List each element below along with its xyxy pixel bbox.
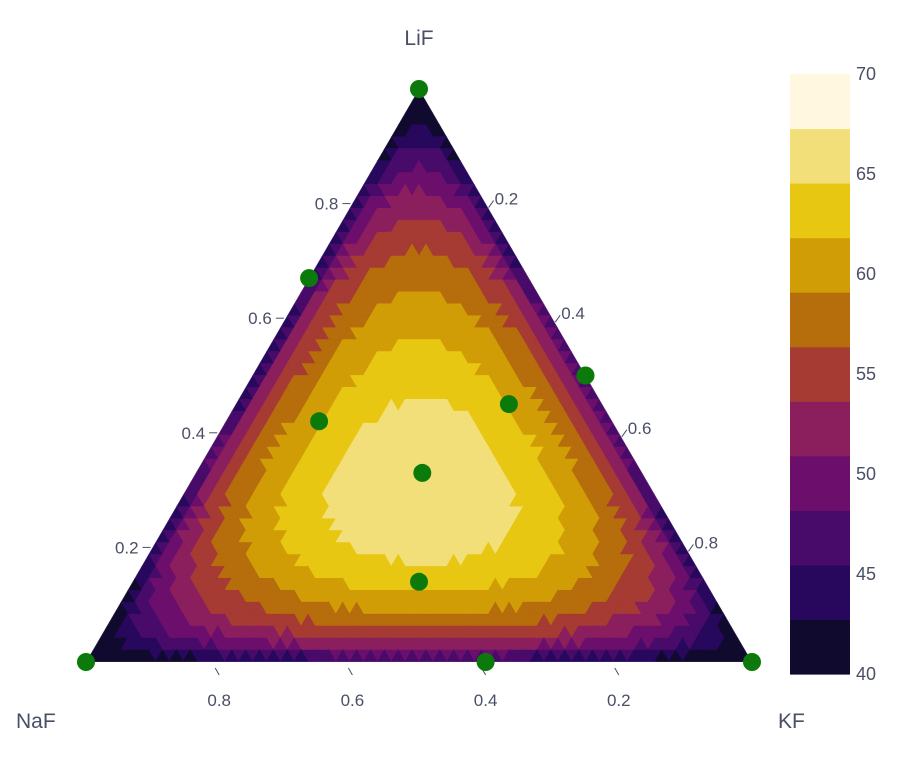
colorbar-band (790, 564, 850, 620)
contour-cell (640, 649, 656, 662)
tick-label-kf: 0.4 (561, 304, 585, 323)
contour-cell (529, 649, 545, 662)
colorbar-band (790, 619, 850, 675)
contour-cell (126, 649, 143, 662)
contour-cell (598, 649, 614, 662)
contour-cell (626, 649, 642, 662)
contour-cell (432, 649, 448, 662)
contour-cell (418, 649, 434, 662)
data-point (410, 572, 428, 591)
data-point (77, 653, 95, 671)
colorbar-tick-label: 55 (856, 364, 876, 384)
colorbar-band (790, 510, 850, 566)
contour-cell (210, 649, 226, 662)
contour-cell (348, 649, 365, 662)
data-point (413, 463, 432, 482)
contour-cell (515, 649, 531, 662)
colorbar-tick-label: 65 (856, 164, 876, 184)
tick-label-naf: 0.2 (607, 691, 631, 710)
colorbar-band (790, 455, 850, 511)
tick-mark-naf (614, 667, 620, 676)
colorbar-tick-label: 70 (856, 64, 876, 84)
contour-cell (140, 649, 157, 662)
data-point (410, 80, 428, 98)
contour-cell (404, 649, 420, 662)
contour-cell (113, 649, 129, 662)
colorbar-band (790, 292, 850, 348)
tick-label-lif: 0.4 (182, 424, 206, 443)
colorbar-band (790, 237, 850, 293)
data-point (576, 366, 595, 385)
contour-cell (668, 649, 684, 662)
colorbar-band (790, 401, 850, 457)
colorbar-tick-label: 50 (856, 464, 876, 484)
tick-label-naf: 0.6 (341, 691, 365, 710)
contour-cell (224, 649, 240, 662)
axis-title-lif: LiF (404, 27, 433, 50)
data-points (77, 80, 761, 671)
tick-mark-naf (347, 667, 353, 676)
data-point (499, 395, 518, 414)
colorbar-tick-label: 40 (856, 664, 876, 684)
data-point (476, 653, 495, 671)
contour-cell (654, 649, 670, 662)
contour-cell (681, 649, 698, 662)
axis-ticks: 0.2 0.2 0.2 0.4 0.4 0.4 0.6 0.6 0.6 0.8 0.8 0.8 (115, 190, 718, 710)
data-point (743, 653, 761, 671)
tick-label-naf: 0.8 (207, 691, 231, 710)
contour-cell (543, 649, 559, 662)
contour-fill (86, 89, 752, 662)
contour-cell (321, 649, 337, 662)
data-point (310, 412, 329, 431)
contour-cell (196, 649, 212, 662)
contour-cell (612, 649, 628, 662)
tick-mark-kf (687, 544, 694, 552)
contour-cell (390, 649, 406, 662)
tick-mark-kf (488, 200, 495, 208)
contour-cell (182, 649, 198, 662)
contour-cell (723, 649, 739, 662)
tick-mark-kf (554, 314, 561, 323)
contour-cell (265, 649, 281, 662)
contour-cell (695, 649, 712, 662)
data-point (300, 269, 319, 288)
contour-cell (459, 649, 476, 662)
contour-cell (237, 649, 254, 662)
contour-cell (279, 649, 295, 662)
contour-cell (501, 649, 517, 662)
tick-mark-kf (621, 429, 628, 438)
colorbar-tick-label: 60 (856, 264, 876, 284)
tick-label-lif: 0.8 (315, 195, 339, 214)
tick-label-naf: 0.4 (474, 691, 498, 710)
tick-label-lif: 0.2 (115, 538, 139, 557)
contour-cell (307, 649, 323, 662)
axis-title-kf: KF (778, 710, 805, 733)
contour-cell (154, 649, 170, 662)
contour-cell (251, 649, 268, 662)
contour-cell (293, 649, 309, 662)
axis-title-naf: NaF (16, 710, 56, 733)
contour-cell (362, 649, 379, 662)
colorbar: 40 45 50 55 60 65 70 (790, 64, 876, 684)
colorbar-band (790, 74, 850, 130)
tick-label-kf: 0.6 (628, 419, 652, 438)
contour-cell (446, 649, 462, 662)
contour-cell (709, 649, 725, 662)
contour-cell (376, 649, 392, 662)
contour-cell (557, 649, 573, 662)
tick-label-kf: 0.8 (694, 533, 718, 552)
contour-cell (570, 649, 587, 662)
colorbar-band (790, 183, 850, 239)
contour-cell (584, 649, 601, 662)
tick-label-lif: 0.6 (248, 309, 272, 328)
colorbar-band (790, 346, 850, 402)
contour-cell (99, 649, 115, 662)
contour-cell (168, 649, 184, 662)
tick-label-kf: 0.2 (495, 190, 519, 209)
colorbar-band (790, 128, 850, 184)
contour-cell (335, 649, 351, 662)
colorbar-tick-label: 45 (856, 564, 876, 584)
tick-mark-naf (214, 667, 220, 676)
